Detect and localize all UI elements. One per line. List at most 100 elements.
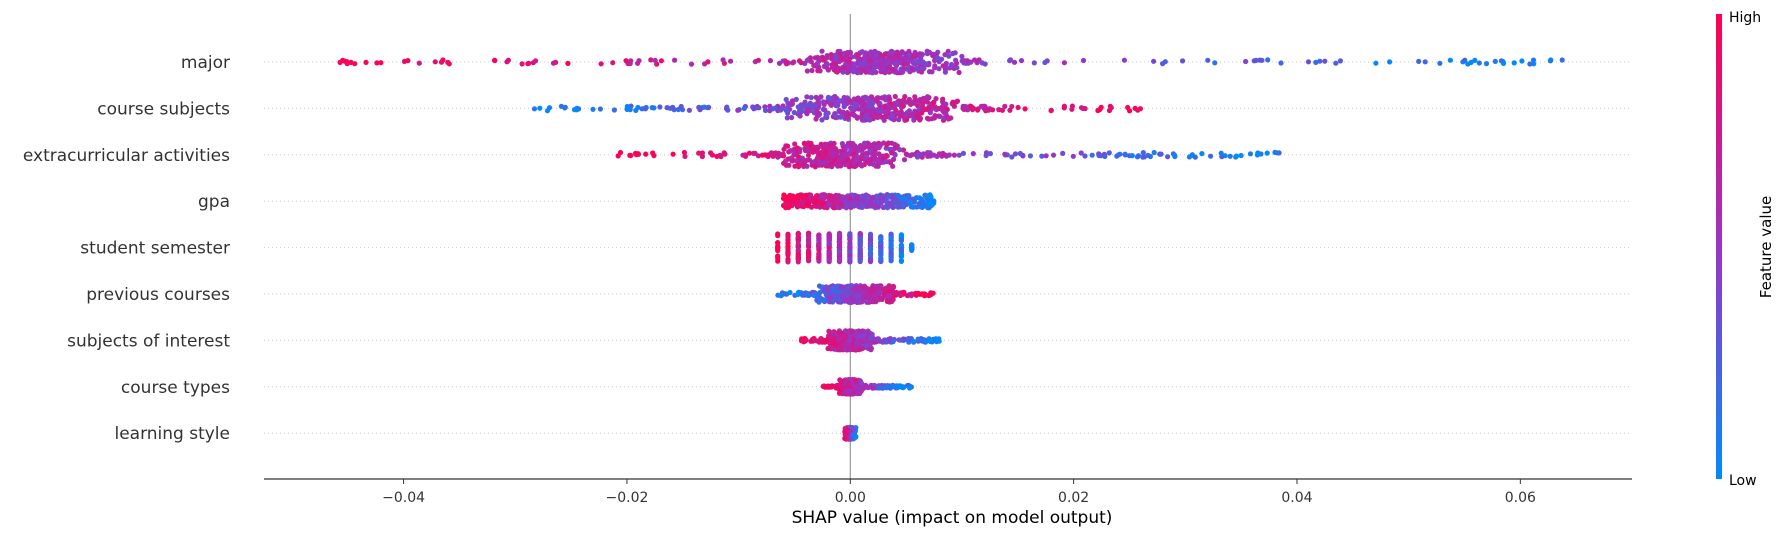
data-point [827,101,833,107]
data-point [945,116,952,122]
feature-label: major [181,53,230,73]
data-point [1158,151,1164,157]
data-point [889,383,895,389]
data-point [970,151,976,157]
data-point [895,384,901,391]
data-point [809,67,815,74]
data-point [952,50,958,56]
data-point [942,69,949,75]
data-point [892,93,898,100]
data-point [597,106,604,112]
data-point [868,297,874,303]
data-point [850,432,856,438]
data-point [842,65,848,71]
data-point [825,345,831,352]
feature-labels: major course subjects extracurricular acti… [23,53,230,444]
data-point [867,52,873,58]
data-point [829,330,835,336]
data-point [1264,150,1270,156]
data-point [835,65,841,71]
data-point [888,243,894,249]
data-point [799,155,806,161]
data-point [866,109,872,115]
data-point [914,110,920,116]
data-point [1098,153,1104,159]
data-point [975,107,981,113]
data-point [954,65,960,71]
data-point [795,236,801,242]
data-point [932,65,938,71]
data-point [925,50,931,56]
data-point [874,98,880,104]
data-point [839,335,845,341]
data-point [856,299,862,305]
data-point [830,286,836,292]
data-point [821,101,827,108]
data-point [1070,153,1076,159]
data-point [915,336,921,342]
data-point [804,163,810,169]
data-point [775,244,781,250]
data-point [943,60,949,67]
data-point [1061,60,1067,66]
data-point [833,161,839,167]
data-point [886,292,893,298]
data-point [836,194,842,200]
data-point [878,295,884,301]
data-point [826,237,832,244]
data-point [776,150,782,156]
data-point [878,53,884,59]
data-point [836,248,843,254]
data-point [951,152,958,158]
data-point [806,255,812,261]
data-point [904,293,911,299]
data-point [918,99,924,105]
data-point [888,298,894,304]
data-point [432,59,438,65]
data-point [884,385,890,391]
data-point [949,61,955,68]
data-point [893,107,899,113]
data-point [907,199,913,205]
data-point [879,95,886,101]
data-point [1134,154,1141,160]
data-point [1140,150,1146,156]
data-point [959,53,965,59]
data-point [911,117,917,123]
data-point [1122,152,1128,158]
data-point [855,52,861,58]
data-point [878,159,884,165]
data-point [859,101,865,107]
data-point [804,94,810,100]
data-point [835,102,841,109]
data-point [833,199,839,205]
data-point [735,107,741,113]
data-point [859,155,865,162]
data-point [896,201,902,207]
data-point [762,107,769,113]
data-point [801,140,808,146]
data-point [914,114,920,120]
data-point [860,203,867,209]
data-point [831,346,837,352]
data-point [868,200,874,206]
data-point [681,149,688,156]
feature-label: course subjects [97,99,230,119]
data-point [922,97,928,103]
data-point [890,204,896,210]
data-point [898,233,905,240]
data-point [919,196,925,202]
data-point [858,194,864,200]
data-point [811,336,817,342]
data-point [831,294,838,300]
data-point [816,64,822,70]
data-point [846,97,852,103]
data-point [492,57,498,63]
data-point [843,204,850,210]
data-point [900,69,906,75]
data-point [838,344,844,350]
data-point [936,66,942,72]
data-point [922,292,929,298]
data-point [856,58,862,64]
